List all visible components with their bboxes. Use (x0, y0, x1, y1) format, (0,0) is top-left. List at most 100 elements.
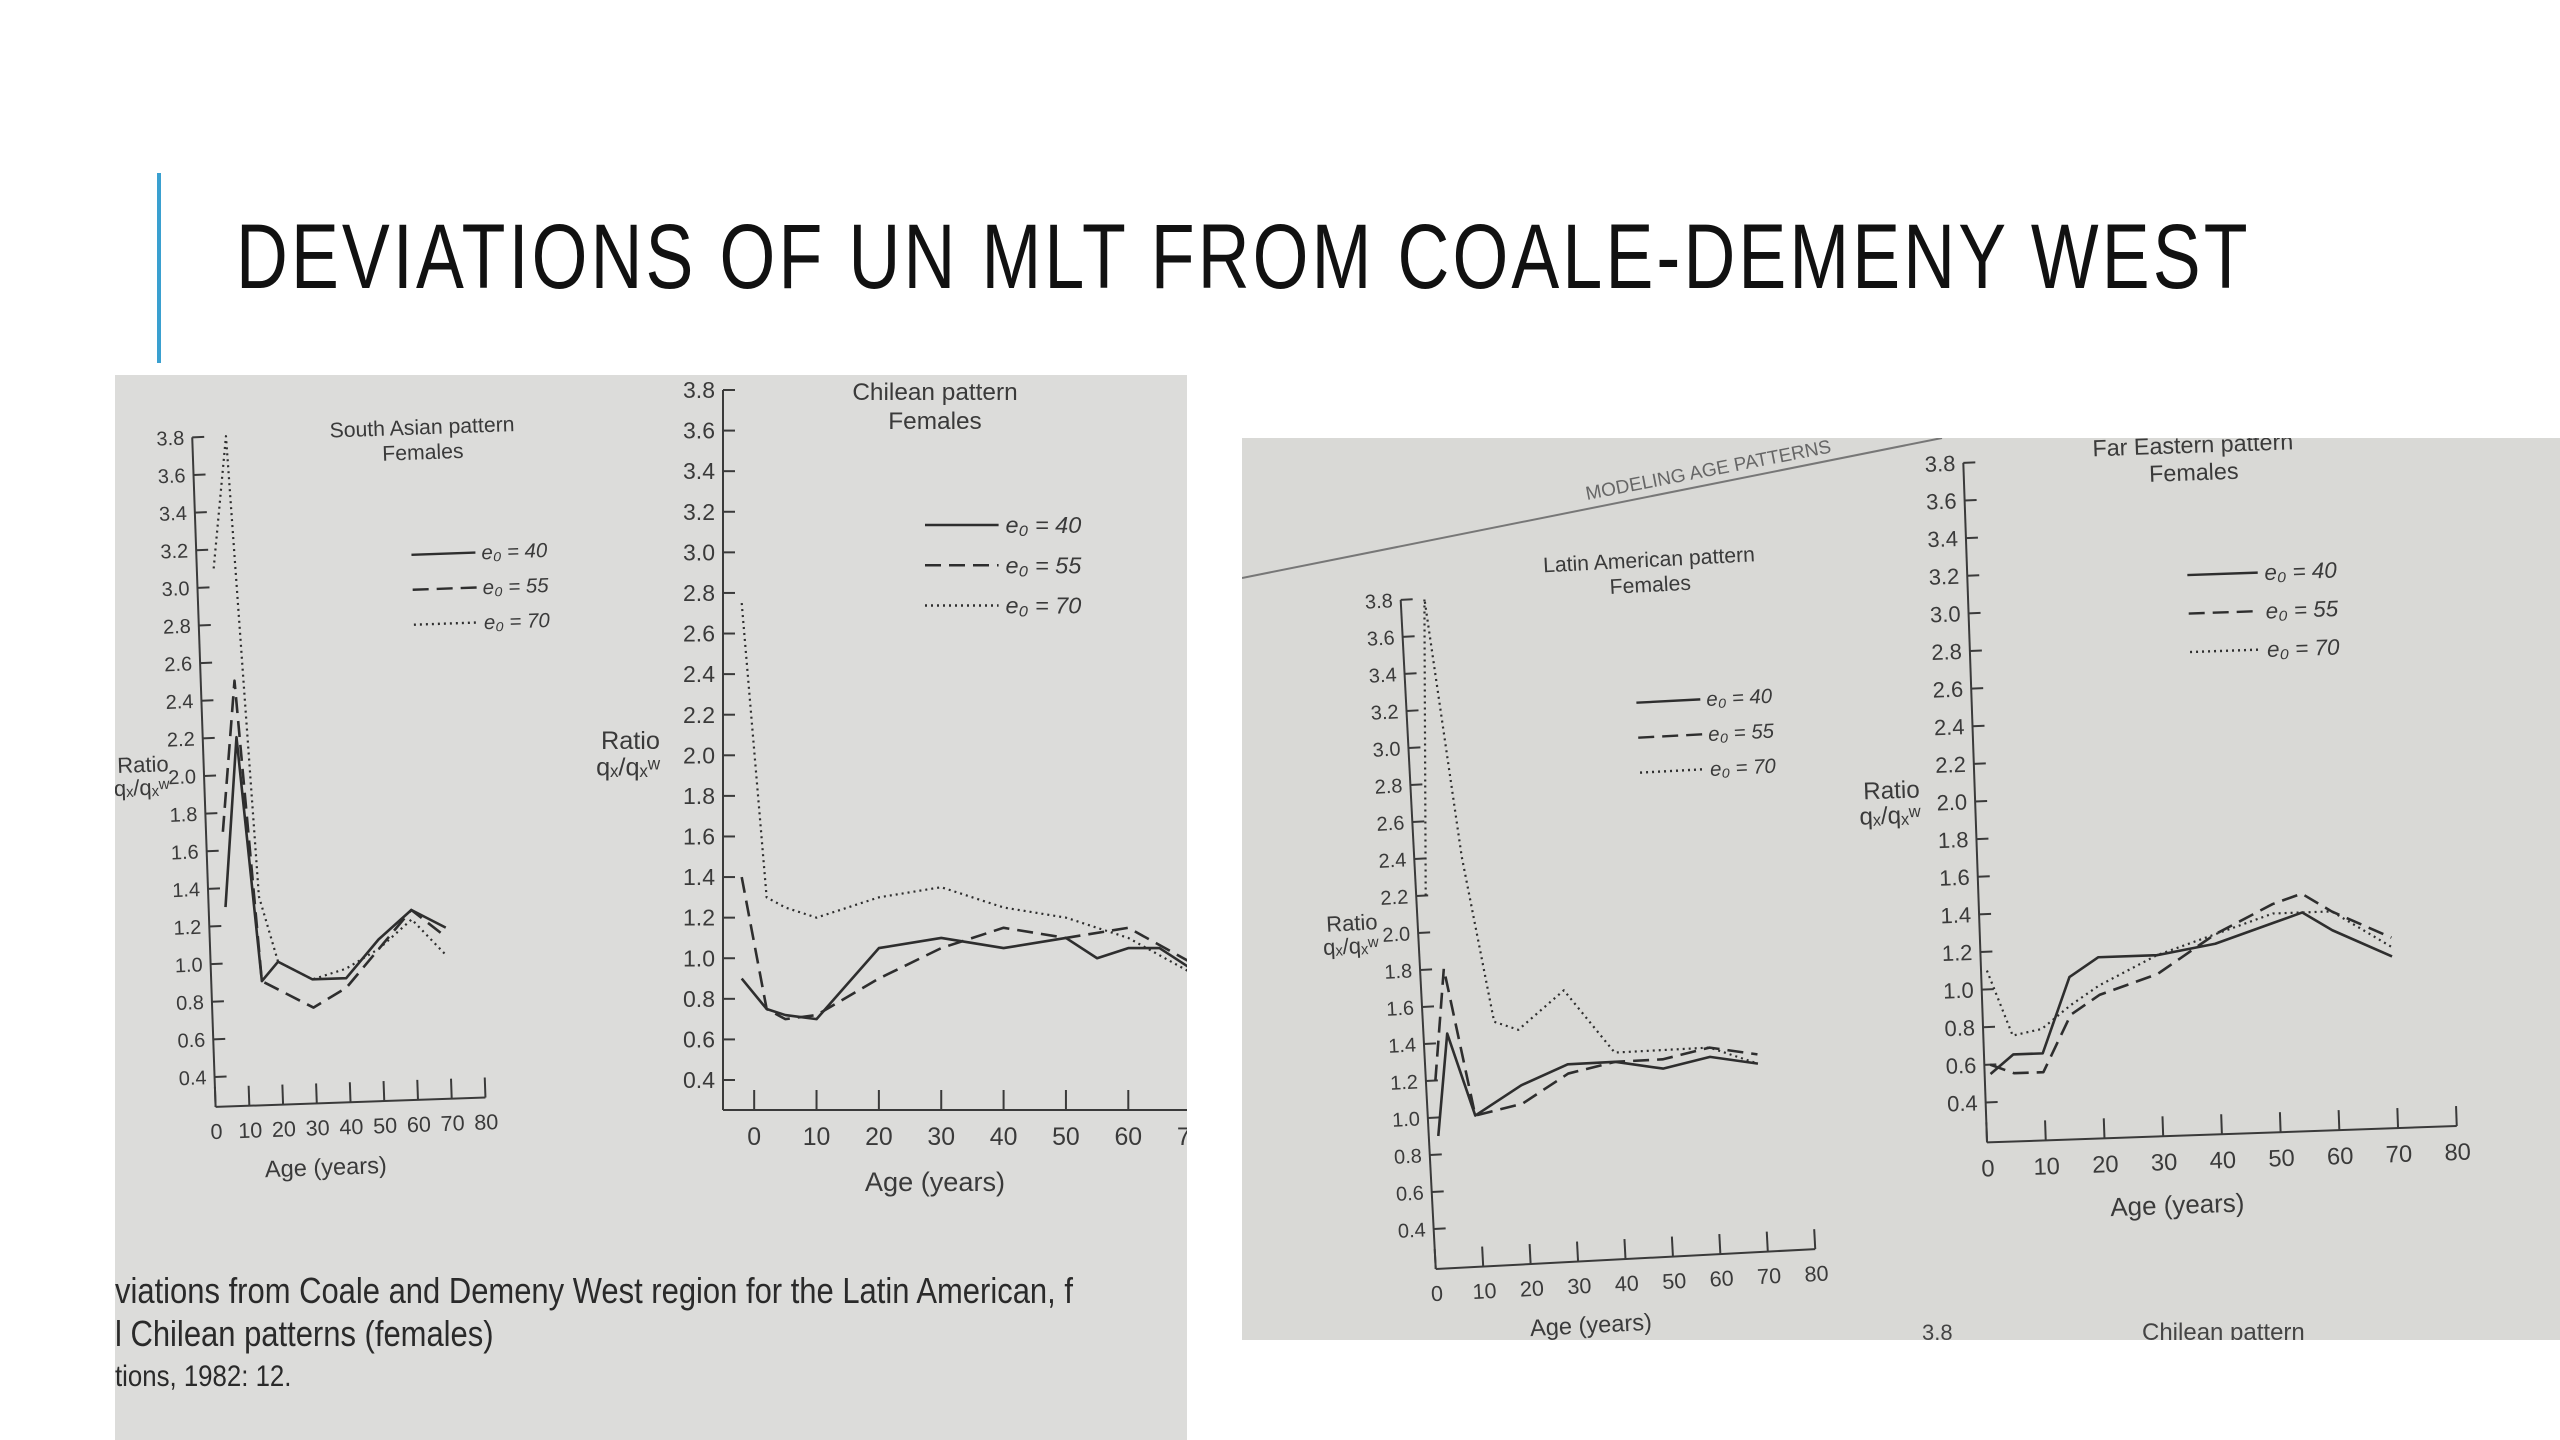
y-tick-mark (1420, 968, 1433, 971)
y-axis (1962, 462, 1989, 1143)
x-tick-label: 50 (2268, 1145, 2295, 1173)
y-tick-mark (1400, 598, 1413, 601)
y-tick-mark (1423, 1042, 1437, 1046)
y-tick-label: 3.0 (161, 578, 190, 601)
y-tick-label: 0.8 (176, 992, 205, 1015)
legend-label-0: e₀ = 40 (481, 540, 548, 564)
x-tick-mark (450, 1078, 453, 1099)
series-line-2 (1985, 910, 2393, 1037)
series-line-2 (1423, 597, 1759, 1065)
y-tick-label: 3.4 (683, 458, 715, 484)
legend-label-1: e₀ = 55 (482, 575, 549, 599)
x-tick-label: 60 (2327, 1143, 2354, 1171)
y-tick-label: 3.8 (156, 428, 185, 451)
scanned-figure-right: MODELING AGE PATTERNS 3.8 Chilean patter… (1242, 438, 2560, 1340)
cutoff-chart-title: Chilean pattern (2142, 1319, 2305, 1340)
y-tick-mark (1431, 1190, 1444, 1194)
y-tick-label: 0.4 (683, 1067, 715, 1093)
legend-swatch-2 (1639, 768, 1705, 774)
legend-swatch-0 (2187, 571, 2258, 577)
legend-label-1: e₀ = 55 (1006, 552, 1083, 578)
x-tick-label: 0 (1430, 1281, 1443, 1307)
y-tick-mark (1406, 709, 1419, 712)
scanned-figure-left: 0.4 0.6 0.8 1.0 1.2 1.4 1.6 1.8 2.0 2.2 2.4 2.6 2.8 3… (115, 375, 1187, 1440)
y-tick-label: 3.8 (1364, 590, 1393, 613)
y-tick-label: 3.0 (683, 539, 715, 565)
y-tick-label: 2.2 (683, 702, 715, 728)
y-tick-label: 2.8 (1374, 775, 1403, 798)
legend-swatch-2 (2190, 648, 2261, 654)
x-tick-mark (1985, 1122, 1989, 1143)
x-tick-mark (1481, 1246, 1485, 1267)
figure-caption-line-1: viations from Coale and Demeny West regi… (115, 1270, 1073, 1311)
chart-title: Latin American pattern (1543, 543, 1756, 577)
y-tick-label: 3.2 (1928, 564, 1959, 590)
x-tick-label: 40 (339, 1114, 364, 1140)
x-tick-label: 10 (803, 1124, 831, 1151)
y-tick-label: 1.0 (1392, 1108, 1421, 1131)
y-tick-mark (1404, 672, 1417, 675)
x-tick-mark (1670, 1236, 1674, 1257)
x-tick-label: 60 (406, 1111, 431, 1137)
x-tick-mark (1623, 1239, 1627, 1260)
y-tick-label: 1.6 (683, 824, 715, 850)
x-tick-mark (315, 1083, 318, 1104)
y-tick-label: 1.4 (683, 864, 715, 890)
y-axis-label-line: qₓ/qₓʷ (1323, 932, 1380, 960)
y-tick-label: 2.2 (167, 729, 196, 752)
x-tick-label: 20 (865, 1124, 893, 1151)
y-tick-label: 1.6 (1939, 865, 1970, 891)
figure-caption-line-2: l Chilean patterns (females) (115, 1313, 494, 1354)
slide-title: DEVIATIONS OF UN MLT FROM COALE-DEMENY W… (236, 206, 2251, 308)
y-tick-label: 2.2 (1935, 752, 1966, 778)
y-tick-label: 1.2 (1941, 940, 1972, 966)
y-tick-label: 2.0 (1382, 923, 1411, 946)
y-tick-mark (1410, 783, 1423, 786)
series-line-0 (740, 936, 1187, 1021)
chart-1: 0.4 0.6 0.8 1.0 1.2 1.4 1.6 1.8 2.0 2.2 2.4 2.6 2.8 3… (596, 377, 1187, 1197)
y-tick-label: 3.6 (683, 418, 715, 444)
y-tick-mark (1429, 1153, 1442, 1157)
y-tick-label: 1.2 (683, 905, 715, 931)
y-tick-label: 1.4 (1388, 1034, 1417, 1057)
y-tick-label: 3.0 (1372, 738, 1401, 761)
legend-label-0: e₀ = 40 (1006, 512, 1082, 538)
legend-label-2: e₀ = 70 (1709, 755, 1777, 780)
y-tick-label: 1.4 (1940, 902, 1971, 928)
y-tick-mark (1418, 931, 1431, 934)
chart-subtitle: Females (382, 440, 464, 466)
y-axis-label-line: qₓ/qₓʷ (1859, 802, 1921, 831)
y-tick-label: 1.2 (173, 917, 202, 940)
x-tick-label: 70 (440, 1110, 465, 1136)
x-tick-label: 60 (1709, 1265, 1734, 1291)
y-tick-label: 1.8 (1384, 960, 1413, 983)
y-tick-label: 1.6 (171, 841, 200, 864)
x-tick-label: 30 (1567, 1273, 1592, 1299)
x-tick-mark (382, 1081, 386, 1102)
y-tick-label: 3.2 (683, 499, 715, 525)
x-axis-label: Age (years) (264, 1153, 387, 1183)
legend-label-2: e₀ = 70 (2267, 635, 2341, 663)
y-tick-label: 0.8 (683, 986, 715, 1012)
x-tick-label: 10 (1472, 1278, 1497, 1304)
y-tick-label: 3.4 (1368, 664, 1397, 687)
x-axis (1987, 1125, 2457, 1144)
x-tick-mark (2278, 1112, 2282, 1133)
legend-swatch-1 (1638, 733, 1703, 739)
x-tick-label: 40 (990, 1124, 1018, 1151)
legend-label-2: e₀ = 70 (484, 610, 551, 634)
chart-title: Chilean pattern (852, 379, 1017, 406)
y-tick-label: 3.2 (160, 541, 189, 564)
y-tick-label: 2.6 (683, 621, 715, 647)
x-tick-label: 50 (1052, 1124, 1080, 1151)
y-tick-label: 0.6 (177, 1030, 206, 1053)
x-tick-label: 50 (373, 1113, 398, 1139)
series-line-0 (1989, 911, 2393, 1076)
y-tick-label: 3.4 (1927, 526, 1958, 552)
y-tick-label: 1.8 (169, 804, 198, 827)
chart-0: 0.4 0.6 0.8 1.0 1.2 1.4 1.6 1.8 2.0 2.2 2.4 2.6 2.8 3… (115, 413, 551, 1183)
title-accent-bar (157, 173, 161, 363)
legend-label-0: e₀ = 40 (1706, 686, 1774, 711)
y-tick-label: 0.4 (178, 1067, 207, 1090)
series-line-0 (224, 735, 447, 983)
